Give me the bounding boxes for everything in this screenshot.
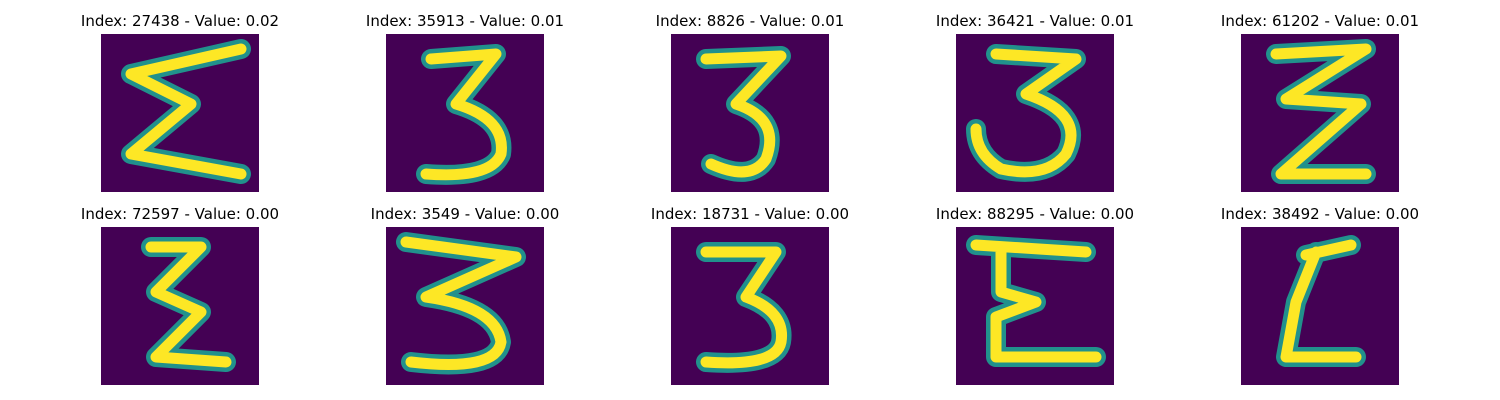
three-glyph	[696, 242, 792, 373]
panel-title: Index: 88295 - Value: 0.00	[935, 205, 1135, 223]
sigma-glyph	[141, 237, 236, 372]
panel-title: Index: 72597 - Value: 0.00	[80, 205, 280, 223]
digit-image	[956, 227, 1114, 385]
three-glyph	[416, 44, 512, 185]
digit-image	[956, 34, 1114, 192]
digit-image	[671, 34, 829, 192]
digit-image	[1241, 34, 1399, 192]
three-glyph	[396, 232, 526, 375]
panel-title: Index: 36421 - Value: 0.01	[935, 12, 1135, 30]
three-glyph	[696, 46, 791, 182]
digit-image	[386, 34, 544, 192]
digit-image	[101, 227, 259, 385]
panel-title: Index: 27438 - Value: 0.02	[80, 12, 280, 30]
panel-title: Index: 35913 - Value: 0.01	[365, 12, 565, 30]
digit-image	[101, 34, 259, 192]
digit-image	[1241, 227, 1399, 385]
panel-title: Index: 61202 - Value: 0.01	[1220, 12, 1420, 30]
digit-image	[386, 227, 544, 385]
epsilon-glyph	[966, 235, 1106, 367]
digit-image	[671, 227, 829, 385]
panel-title: Index: 3549 - Value: 0.00	[370, 205, 560, 223]
sigma-glyph	[121, 39, 251, 184]
panel-title: Index: 38492 - Value: 0.00	[1220, 205, 1420, 223]
zigzag-glyph	[1266, 39, 1376, 184]
l-glyph	[1276, 235, 1366, 367]
panel-title: Index: 8826 - Value: 0.01	[655, 12, 845, 30]
panel-title: Index: 18731 - Value: 0.00	[650, 205, 850, 223]
three-glyph	[966, 44, 1086, 182]
